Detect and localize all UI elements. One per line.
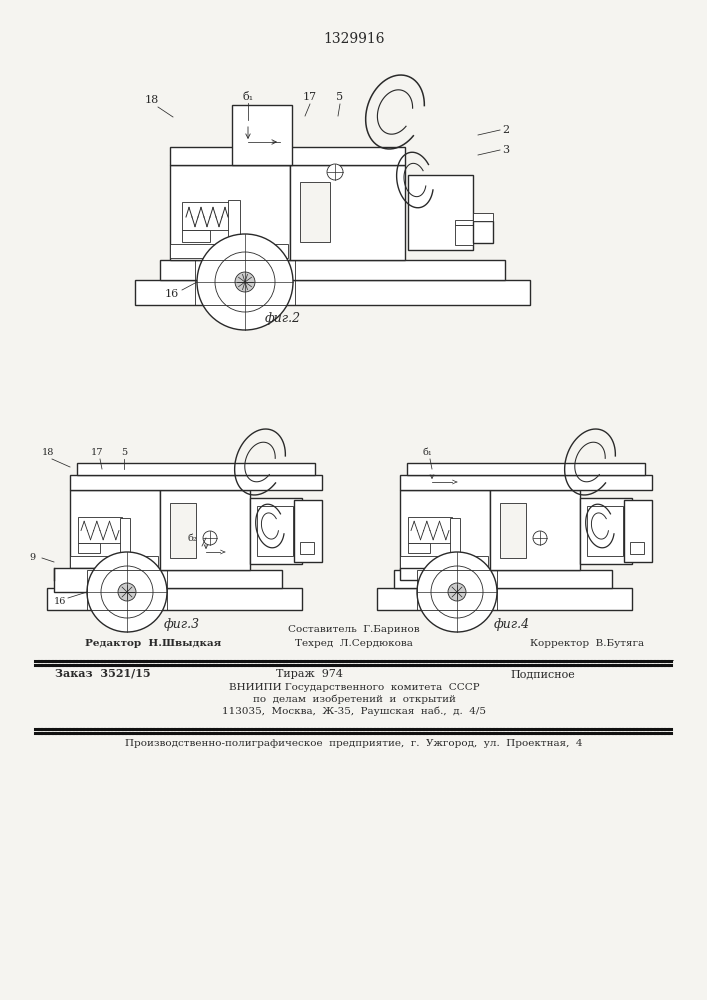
- Text: Производственно-полиграфическое  предприятие,  г.  Ужгород,  ул.  Проектная,  4: Производственно-полиграфическое предприя…: [125, 739, 583, 748]
- Text: б₂: б₂: [187, 534, 197, 543]
- Text: 2: 2: [502, 125, 509, 135]
- Text: Подписное: Подписное: [510, 669, 575, 679]
- Bar: [250, 498, 302, 564]
- Bar: [394, 570, 612, 588]
- Bar: [257, 506, 293, 556]
- Circle shape: [417, 552, 497, 632]
- Bar: [54, 568, 102, 592]
- Bar: [170, 244, 288, 258]
- Text: 5: 5: [121, 448, 127, 457]
- Text: 17: 17: [90, 448, 103, 457]
- Text: фиг.3: фиг.3: [164, 618, 200, 631]
- Text: по  делам  изобретений  и  открытий: по делам изобретений и открытий: [252, 694, 455, 704]
- Text: 17: 17: [303, 92, 317, 102]
- Circle shape: [101, 566, 153, 618]
- Bar: [300, 542, 314, 554]
- Bar: [408, 517, 452, 543]
- Text: Составитель  Г.Баринов: Составитель Г.Баринов: [288, 625, 420, 634]
- Bar: [64, 570, 282, 588]
- Bar: [120, 518, 130, 558]
- Bar: [70, 556, 158, 568]
- Circle shape: [448, 583, 466, 601]
- Bar: [473, 213, 493, 221]
- Text: 18: 18: [42, 448, 54, 457]
- Text: 9: 9: [30, 554, 36, 562]
- Text: 5: 5: [337, 92, 344, 102]
- Circle shape: [327, 164, 343, 180]
- Bar: [408, 543, 430, 553]
- Bar: [70, 568, 158, 580]
- Text: фиг.4: фиг.4: [494, 618, 530, 631]
- Bar: [377, 588, 632, 610]
- Text: Тираж  974: Тираж 974: [276, 669, 344, 679]
- Bar: [490, 490, 580, 570]
- Text: Заказ  3521/15: Заказ 3521/15: [55, 668, 151, 679]
- Circle shape: [203, 531, 217, 545]
- Text: 16: 16: [165, 289, 179, 299]
- Bar: [630, 542, 644, 554]
- Text: 3: 3: [502, 145, 509, 155]
- Bar: [407, 463, 645, 475]
- Text: фиг.2: фиг.2: [265, 312, 301, 325]
- Bar: [160, 490, 250, 570]
- Text: б₁: б₁: [422, 448, 432, 457]
- Circle shape: [215, 252, 275, 312]
- Bar: [473, 221, 493, 243]
- Bar: [400, 556, 488, 568]
- Bar: [455, 225, 473, 245]
- Bar: [580, 498, 632, 564]
- Bar: [78, 543, 100, 553]
- Bar: [182, 202, 232, 230]
- Bar: [232, 105, 292, 165]
- Bar: [77, 463, 315, 475]
- Bar: [195, 260, 295, 305]
- Bar: [624, 500, 652, 562]
- Bar: [500, 503, 526, 558]
- Bar: [408, 175, 473, 250]
- Bar: [400, 475, 652, 490]
- Text: ВНИИПИ Государственного  комитета  СССР: ВНИИПИ Государственного комитета СССР: [228, 683, 479, 692]
- Circle shape: [118, 583, 136, 601]
- Text: Техред  Л.Сердюкова: Техред Л.Сердюкова: [295, 639, 413, 648]
- Bar: [294, 500, 322, 562]
- Bar: [450, 518, 460, 558]
- Text: б₁: б₁: [243, 92, 254, 102]
- Bar: [170, 147, 290, 165]
- Bar: [400, 568, 488, 580]
- Bar: [70, 490, 160, 570]
- Bar: [135, 280, 530, 305]
- Bar: [300, 182, 330, 242]
- Bar: [160, 260, 505, 280]
- Circle shape: [197, 234, 293, 330]
- Circle shape: [431, 566, 483, 618]
- Text: 18: 18: [145, 95, 159, 105]
- Text: Корректор  В.Бутяга: Корректор В.Бутяга: [530, 639, 644, 648]
- Bar: [455, 220, 473, 225]
- Bar: [170, 503, 196, 558]
- Circle shape: [533, 531, 547, 545]
- Bar: [47, 588, 302, 610]
- Bar: [417, 570, 497, 610]
- Circle shape: [235, 272, 255, 292]
- Bar: [78, 517, 122, 543]
- Bar: [290, 147, 405, 165]
- Bar: [170, 165, 290, 260]
- Bar: [587, 506, 623, 556]
- Bar: [182, 230, 210, 242]
- Bar: [70, 475, 322, 490]
- Text: 16: 16: [54, 597, 66, 606]
- Text: 1329916: 1329916: [323, 32, 385, 46]
- Text: 113035,  Москва,  Ж-35,  Раушская  наб.,  д.  4/5: 113035, Москва, Ж-35, Раушская наб., д. …: [222, 706, 486, 716]
- Text: Редактор  Н.Швыдкая: Редактор Н.Швыдкая: [85, 639, 221, 648]
- Bar: [400, 490, 490, 570]
- Bar: [87, 570, 167, 610]
- Bar: [228, 200, 240, 245]
- Bar: [290, 165, 405, 260]
- Circle shape: [87, 552, 167, 632]
